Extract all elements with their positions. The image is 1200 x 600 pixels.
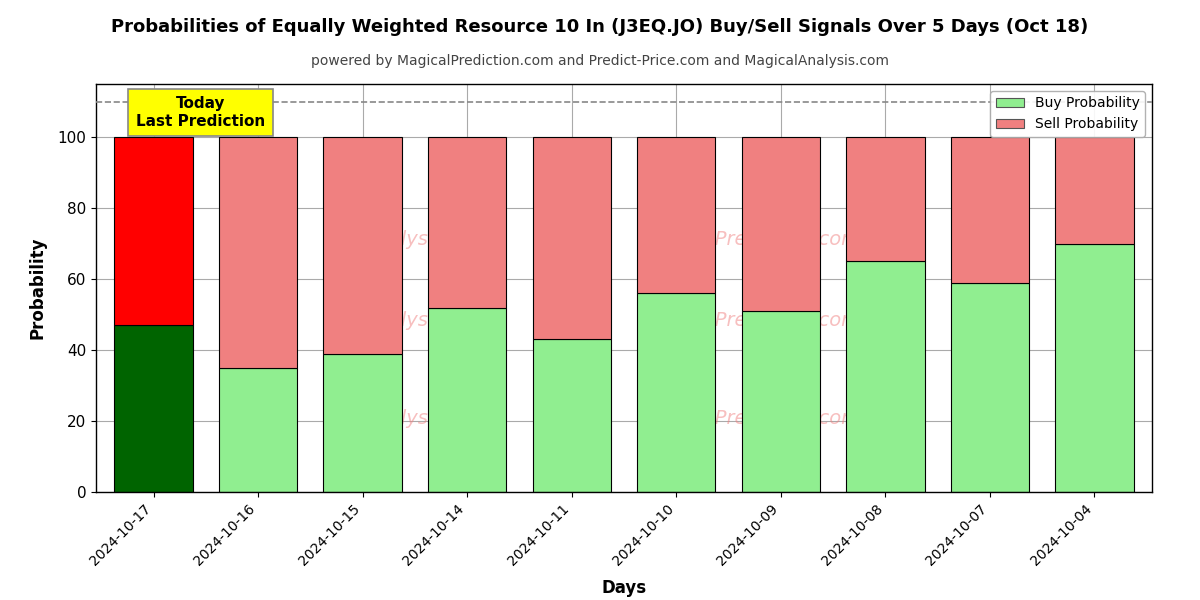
Y-axis label: Probability: Probability	[29, 237, 47, 339]
Bar	[428, 308, 506, 492]
Text: calAnalysis.com: calAnalysis.com	[335, 230, 491, 248]
Bar	[1055, 244, 1134, 492]
Bar	[950, 283, 1030, 492]
Text: MagicalPrediction.com: MagicalPrediction.com	[641, 409, 860, 428]
Bar	[637, 293, 715, 492]
Bar	[950, 137, 1030, 283]
Bar	[324, 137, 402, 353]
Text: calAnalysis.com: calAnalysis.com	[335, 311, 491, 330]
Bar	[533, 340, 611, 492]
Bar	[742, 311, 820, 492]
Bar	[114, 325, 193, 492]
Bar	[324, 353, 402, 492]
Bar	[218, 368, 298, 492]
Text: calAnalysis.com: calAnalysis.com	[335, 409, 491, 428]
Bar	[218, 137, 298, 368]
Legend: Buy Probability, Sell Probability: Buy Probability, Sell Probability	[990, 91, 1145, 137]
X-axis label: Days: Days	[601, 580, 647, 598]
Bar	[637, 137, 715, 293]
Bar	[533, 137, 611, 340]
Text: powered by MagicalPrediction.com and Predict-Price.com and MagicalAnalysis.com: powered by MagicalPrediction.com and Pre…	[311, 54, 889, 68]
Text: Probabilities of Equally Weighted Resource 10 In (J3EQ.JO) Buy/Sell Signals Over: Probabilities of Equally Weighted Resour…	[112, 18, 1088, 36]
Bar	[742, 137, 820, 311]
Bar	[1055, 137, 1134, 244]
Text: MagicalPrediction.com: MagicalPrediction.com	[641, 230, 860, 248]
Bar	[846, 137, 924, 262]
Bar	[846, 262, 924, 492]
Text: MagicalPrediction.com: MagicalPrediction.com	[641, 311, 860, 330]
Text: Today
Last Prediction: Today Last Prediction	[136, 96, 265, 128]
Bar	[114, 137, 193, 325]
Bar	[428, 137, 506, 308]
